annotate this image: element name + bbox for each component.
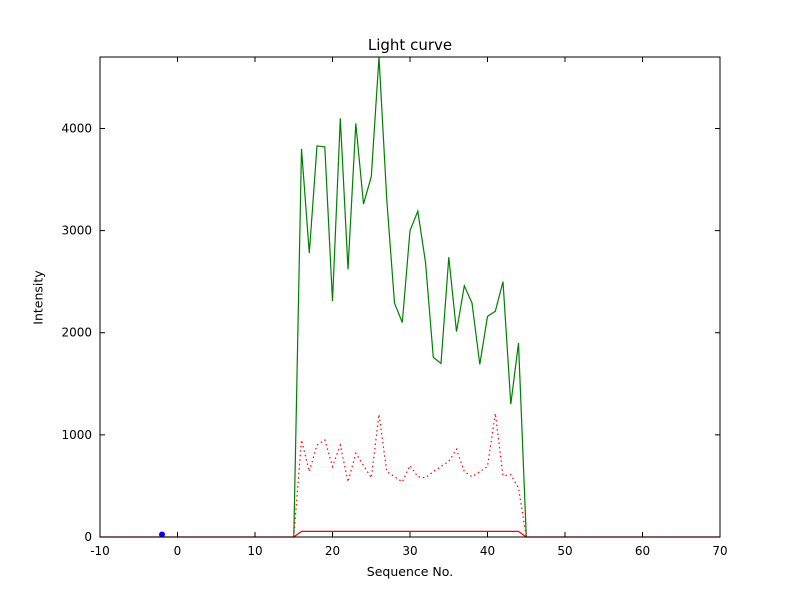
y-tick-label: 0 bbox=[84, 530, 92, 544]
x-tick-label: 0 bbox=[174, 544, 182, 558]
x-tick-label: 50 bbox=[557, 544, 572, 558]
x-tick-label: 10 bbox=[247, 544, 262, 558]
y-axis-label: Intensity bbox=[30, 270, 46, 325]
y-tick-label: 1000 bbox=[61, 428, 92, 442]
x-tick-label: -10 bbox=[90, 544, 110, 558]
y-tick-label: 2000 bbox=[61, 326, 92, 340]
y-tick-label: 3000 bbox=[61, 224, 92, 238]
plot-area bbox=[100, 57, 720, 537]
x-tick-label: 70 bbox=[712, 544, 727, 558]
x-tick-label: 30 bbox=[402, 544, 417, 558]
y-tick-label: 4000 bbox=[61, 121, 92, 135]
x-tick-label: 20 bbox=[325, 544, 340, 558]
x-axis-label: Sequence No. bbox=[366, 564, 454, 579]
x-tick-label: 60 bbox=[635, 544, 650, 558]
background-intensity-line bbox=[293, 413, 527, 538]
object-intensity-line bbox=[293, 56, 527, 538]
start-marker-marker bbox=[159, 531, 165, 538]
x-tick-label: 40 bbox=[480, 544, 495, 558]
chart-title: Light curve bbox=[367, 36, 453, 54]
